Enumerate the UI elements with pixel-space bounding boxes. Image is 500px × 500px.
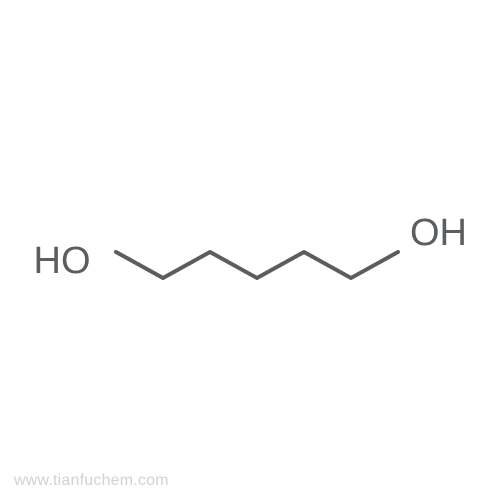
molecule-diagram: HO OH	[0, 0, 500, 500]
watermark-text: www.tianfuchem.com	[14, 472, 169, 490]
right-oh-label: OH	[410, 212, 467, 254]
left-oh-label: HO	[34, 240, 91, 282]
figure-stage: HO OH www.tianfuchem.com	[0, 0, 500, 500]
carbon-chain	[116, 252, 398, 278]
